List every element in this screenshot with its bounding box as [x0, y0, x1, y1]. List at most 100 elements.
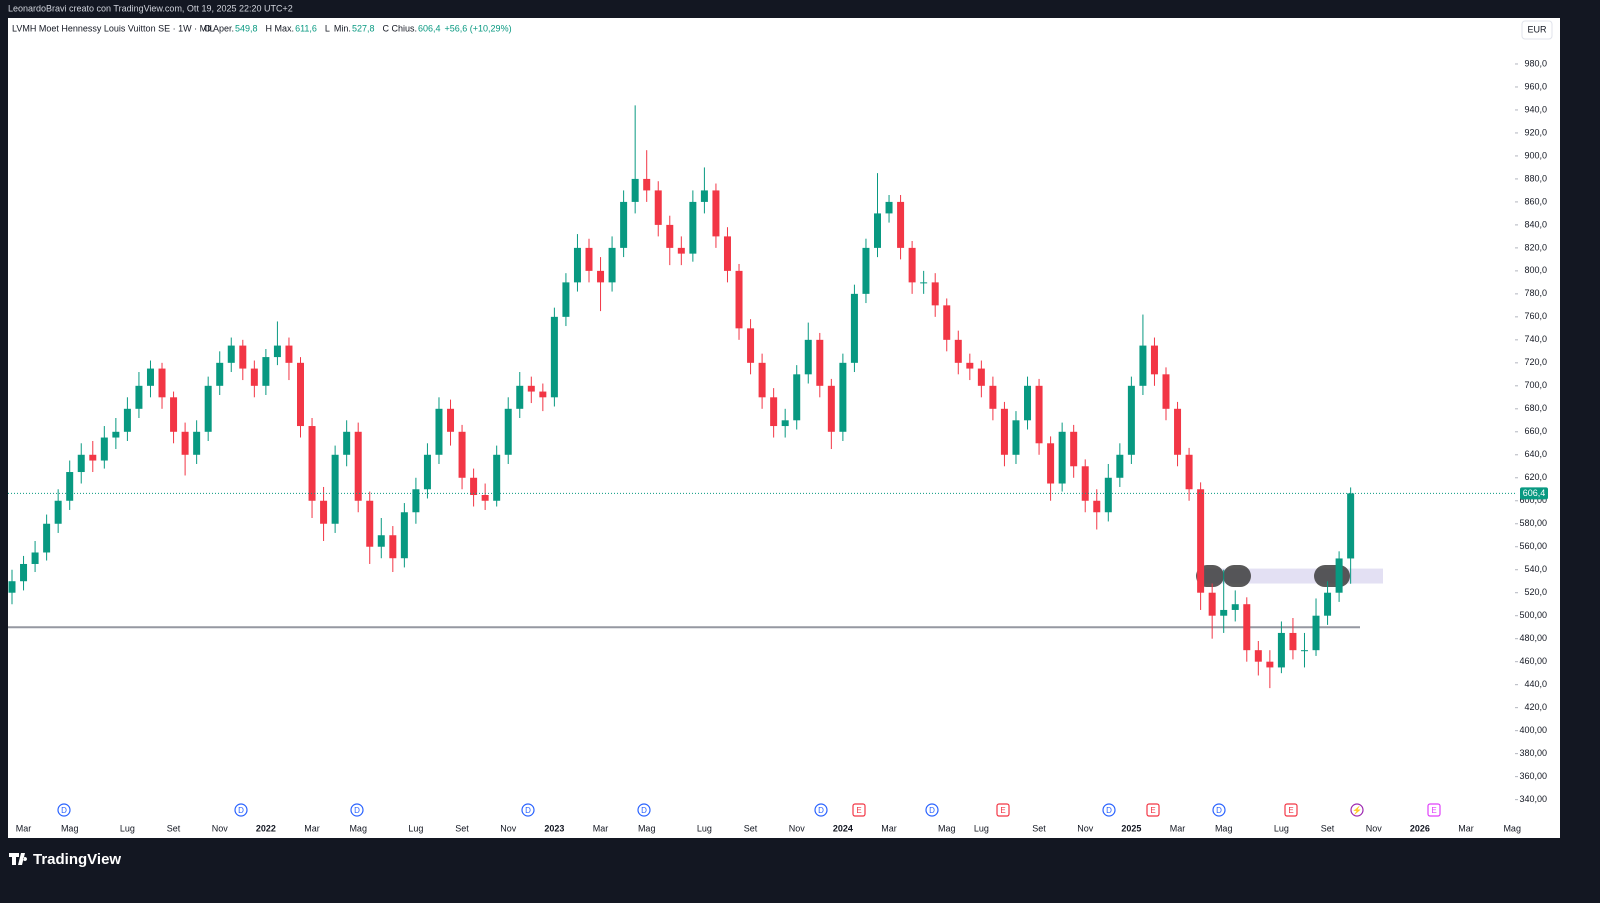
x-tick-label: Mar [881, 823, 897, 833]
x-tick-label: Mar [1458, 823, 1474, 833]
y-tick-label: 720,0 [1524, 357, 1547, 367]
candle-body [308, 426, 316, 501]
event-label: D [1216, 806, 1222, 815]
y-tick-label: 640,0 [1524, 449, 1547, 459]
credit: LeonardoBravi creato con TradingView.com… [8, 3, 293, 13]
y-tick-label: 760,0 [1524, 311, 1547, 321]
event-label: E [856, 806, 861, 815]
candle-body [297, 362, 304, 427]
candle-body [516, 385, 524, 409]
candle-body [389, 535, 397, 559]
y-tick-label: 680,0 [1524, 403, 1547, 413]
candle-body [885, 201, 893, 214]
legend-name: Aper. [213, 23, 234, 33]
y-tick-label: 880,0 [1524, 173, 1547, 183]
event-marker [1427, 803, 1441, 817]
candle-body [181, 431, 189, 455]
x-tick-label: Set [1032, 823, 1046, 833]
event-label: D [61, 806, 67, 815]
candle-body [897, 201, 905, 248]
x-tick-label: Lug [974, 823, 989, 833]
candle-body [320, 500, 328, 524]
x-tick-label: Mar [593, 823, 609, 833]
x-tick-label: Nov [1366, 823, 1383, 833]
event-label: D [818, 806, 824, 815]
candle-body [1047, 443, 1055, 484]
event-label: D [929, 806, 935, 815]
event-marker [925, 803, 939, 817]
candle-body [493, 454, 501, 501]
x-tick-label: Mag [1503, 823, 1521, 833]
candle-body [123, 408, 131, 432]
candle-body [8, 581, 16, 593]
x-tick-label: Set [1321, 823, 1335, 833]
x-tick-label: Mar [16, 823, 32, 833]
candle-body [1127, 385, 1135, 455]
last-price-box [1520, 487, 1548, 500]
candle-body [1185, 454, 1193, 490]
event-marker [521, 803, 535, 817]
candle-body [400, 512, 408, 559]
candle-body [793, 374, 801, 421]
candle-body [1208, 592, 1216, 616]
candle-body [874, 213, 881, 248]
y-tick-label: 400,00 [1519, 725, 1547, 735]
x-tick-label: Lug [120, 823, 135, 833]
x-tick-label: Set [455, 823, 469, 833]
candle-body [620, 201, 628, 248]
event-label: D [641, 806, 647, 815]
y-tick-label: 920,0 [1524, 127, 1547, 137]
candle-body [66, 472, 74, 501]
candle-body [1024, 385, 1032, 421]
y-tick-label: 460,00 [1519, 656, 1547, 666]
event-marker [1102, 803, 1116, 817]
candle-body [377, 535, 385, 547]
candle-body [539, 391, 547, 398]
candle-body [250, 368, 258, 386]
candle-body [504, 408, 512, 455]
candle-body [781, 420, 789, 427]
legend-value: 606,4 [418, 23, 441, 33]
y-tick-label: 360,00 [1519, 771, 1547, 781]
candle-body [977, 368, 985, 386]
candle-body [989, 385, 997, 409]
footer-logo: TradingView [9, 851, 121, 868]
y-tick-label: 540,0 [1524, 564, 1547, 574]
candle-body [170, 397, 178, 432]
event-marker [852, 803, 866, 817]
legend-value: 611,6 [295, 23, 317, 33]
candle-body [20, 563, 28, 582]
marker-oval [1314, 565, 1350, 588]
candle-body [1220, 609, 1228, 616]
candle-body [135, 385, 143, 409]
candle-body [412, 489, 420, 513]
x-tick-label: Set [167, 823, 181, 833]
y-tick-label: 860,0 [1524, 196, 1547, 206]
y-tick-label: 700,0 [1524, 380, 1547, 390]
legend-name: Chius. [391, 23, 417, 33]
candle-body [1058, 431, 1066, 484]
candle-body [573, 247, 581, 283]
candle-body [608, 247, 616, 283]
legend-name: Min. [334, 23, 351, 33]
candle-body [54, 500, 62, 524]
candle-body [689, 201, 697, 254]
candle-body [747, 328, 755, 363]
candle-body [204, 385, 212, 432]
symbol: LVMH Moet Hennessy Louis Vuitton SE · 1W… [12, 23, 215, 33]
last-price-label: 606,4 [1523, 488, 1546, 498]
x-tick-label: 2023 [544, 823, 564, 833]
x-tick-label: Mag [61, 823, 79, 833]
candle-body [1035, 385, 1043, 444]
brand: TradingView [33, 851, 121, 868]
legend-change: +56,6 (+10,29%) [445, 23, 512, 33]
y-tick-label: 420,0 [1524, 702, 1547, 712]
candle-body [1231, 604, 1239, 610]
x-tick-label: Mar [304, 823, 320, 833]
candle-body [354, 431, 362, 501]
event-label: E [1000, 806, 1005, 815]
candle-body [1243, 604, 1251, 651]
candle-body [285, 345, 293, 363]
y-tick-label: 780,0 [1524, 288, 1547, 298]
